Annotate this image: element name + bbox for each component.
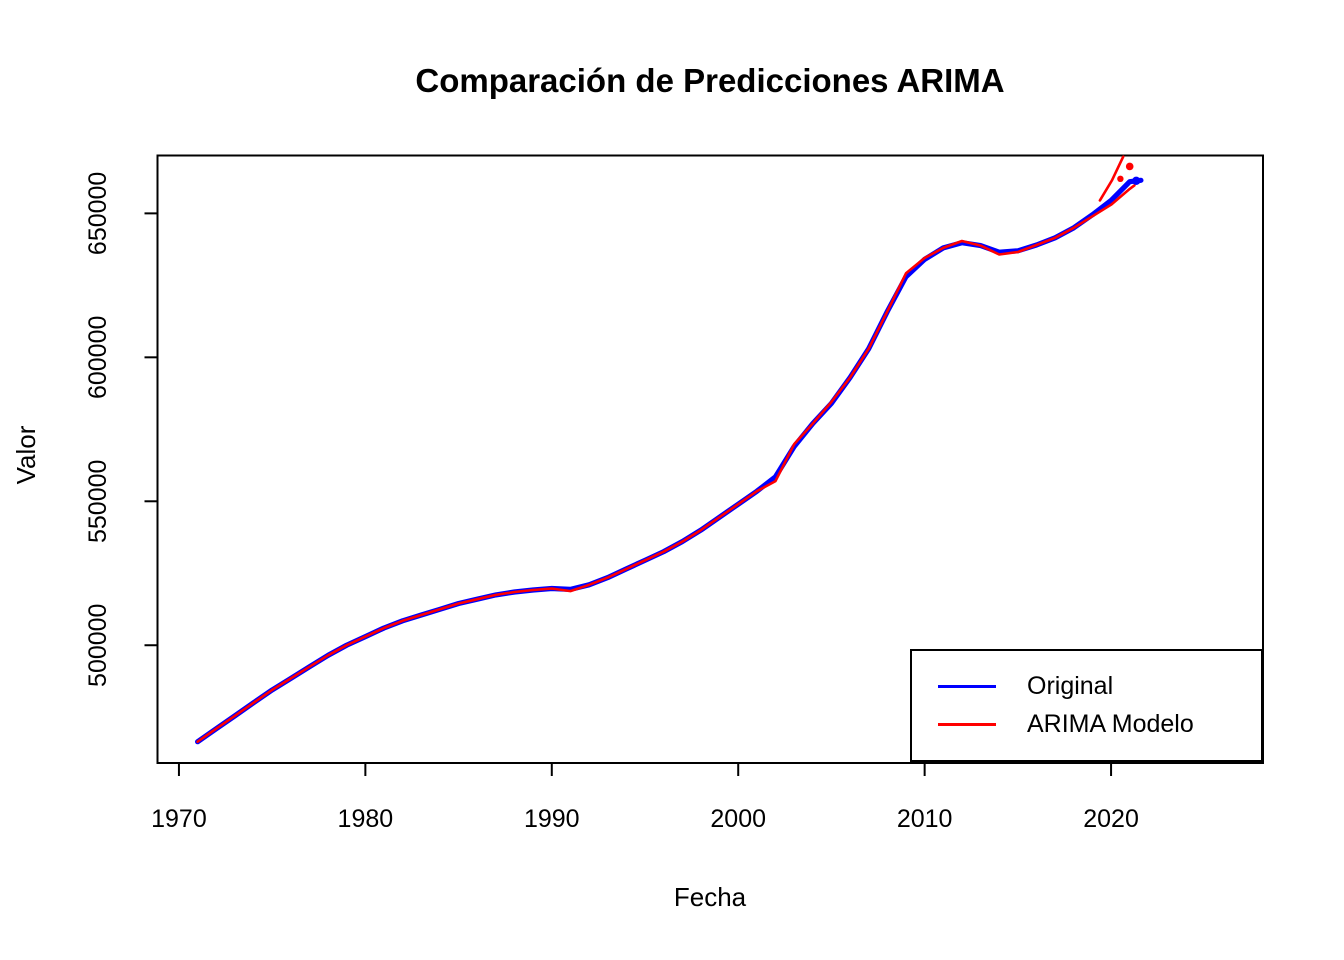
y-tick-label: 600000 [84,316,112,399]
y-tick-label: 650000 [84,172,112,255]
y-axis-title: Valor [11,425,41,485]
legend-label-arima: ARIMA Modelo [1027,710,1194,738]
plot-border [156,154,1264,764]
last-observation-marker [1132,176,1141,186]
x-tick-label: 2020 [1083,805,1139,833]
x-tick-label: 1990 [524,805,580,833]
y-tick-label: 550000 [84,460,112,543]
x-tick-label: 2000 [710,805,766,833]
y-tick-label: 500000 [84,604,112,687]
legend-line-swatch-arima [938,723,996,726]
x-tick-label: 1970 [151,805,207,833]
legend: Original ARIMA Modelo [910,649,1263,762]
x-tick-label: 1980 [338,805,394,833]
forecast-upper-line [1098,155,1125,202]
legend-row-arima: ARIMA Modelo [912,712,1261,737]
chart-title: Comparación de Predicciones ARIMA [415,62,1005,99]
legend-label-original: Original [1027,672,1114,700]
x-axis-title: Fecha [673,882,747,912]
legend-row-original: Original [912,674,1261,699]
legend-line-swatch-original [938,685,996,688]
forecast-point [1125,162,1134,171]
forecast-point [1117,175,1124,183]
series-line-arima [196,184,1136,744]
x-tick-label: 2010 [897,805,953,833]
